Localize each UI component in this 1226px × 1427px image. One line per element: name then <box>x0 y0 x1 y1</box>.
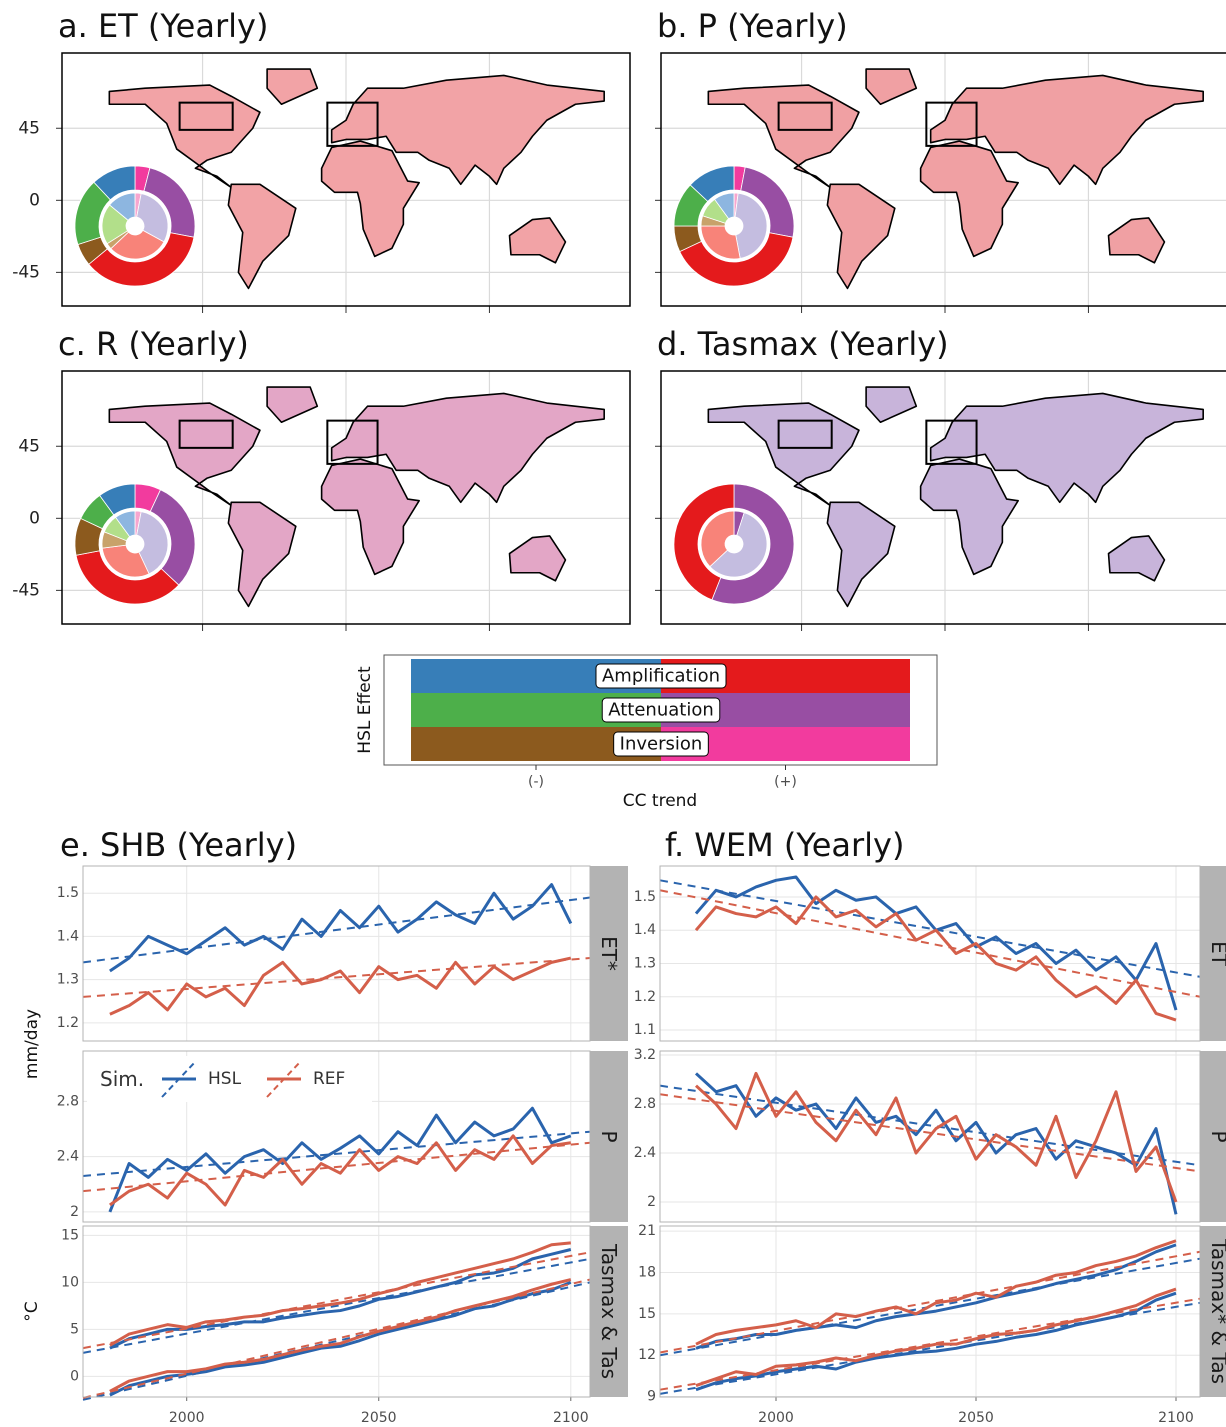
x-tick-label: 2050 <box>958 1410 994 1426</box>
x-tick-label: 2000 <box>169 1410 205 1426</box>
y-tick-label: 1.2 <box>57 1015 79 1031</box>
y-tick-label: 21 <box>638 1223 656 1239</box>
strip-label: Tasmax & Tas <box>597 1243 621 1379</box>
map-title: d. Tasmax (Yearly) <box>657 325 949 363</box>
y-axis-title: °C <box>22 1301 42 1321</box>
y-axis-title: HSL Effect <box>355 666 375 754</box>
x-tick-label: 2050 <box>361 1410 397 1426</box>
strip-label: ET* <box>597 936 621 971</box>
y-tick-label: 1.1 <box>634 1022 656 1038</box>
strip-label: P <box>1207 1130 1226 1142</box>
map-title: b. P (Yearly) <box>657 7 848 45</box>
y-tick-label: 2.8 <box>634 1096 656 1112</box>
y-tick-label: 2.4 <box>634 1145 656 1161</box>
y-tick-label: 3.2 <box>634 1047 656 1063</box>
y-tick-label: 1.2 <box>634 989 656 1005</box>
y-tick-label: 1.4 <box>634 922 656 938</box>
y-tick-label: -45 <box>12 262 40 282</box>
x-tick-label: 2000 <box>758 1410 794 1426</box>
y-tick-label: 1.5 <box>634 889 656 905</box>
x-tick-label: 2100 <box>1158 1410 1194 1426</box>
y-tick-label: 2 <box>647 1194 656 1210</box>
strip-label: Tasmax* & Tas <box>1207 1238 1226 1384</box>
y-tick-label: 1.5 <box>57 885 79 901</box>
y-tick-label: -45 <box>12 580 40 600</box>
y-tick-label: 15 <box>638 1306 656 1322</box>
legend-label: REF <box>313 1069 345 1089</box>
y-tick-label: 45 <box>18 118 40 138</box>
y-tick-label: 1.3 <box>57 972 79 988</box>
legend-label: Inversion <box>620 734 703 755</box>
y-tick-label: 1.3 <box>634 955 656 971</box>
x-axis-title: CC trend <box>623 791 697 811</box>
y-tick-label: 2.4 <box>57 1149 79 1165</box>
y-tick-label: 45 <box>18 436 40 456</box>
y-tick-label: 9 <box>647 1389 656 1405</box>
y-tick-label: 2 <box>70 1204 79 1220</box>
legend-label: Amplification <box>602 666 720 687</box>
y-tick-label: 10 <box>61 1274 79 1290</box>
chart-title: e. SHB (Yearly) <box>60 826 297 864</box>
legend-label: HSL <box>208 1069 242 1089</box>
y-tick-label: 0 <box>29 508 40 528</box>
strip-label: P <box>597 1130 621 1142</box>
y-tick-label: 12 <box>638 1347 656 1363</box>
y-tick-label: 0 <box>70 1368 79 1384</box>
legend-title: Sim. <box>100 1067 144 1091</box>
y-tick-label: 1.4 <box>57 928 79 944</box>
y-axis-title: mm/day <box>22 1009 42 1079</box>
figure: a. ET (Yearly) 45 0 -45 b. P (Yearly) c. R (Y… <box>0 0 1226 1427</box>
panel <box>660 866 1200 1041</box>
y-tick-label: 18 <box>638 1264 656 1280</box>
y-tick-label: 0 <box>29 190 40 210</box>
chart-title: f. WEM (Yearly) <box>665 826 904 864</box>
x-category-label: (+) <box>774 774 797 790</box>
y-tick-label: 5 <box>70 1321 79 1337</box>
legend-label: Attenuation <box>608 700 714 721</box>
x-category-label: (-) <box>528 774 544 790</box>
strip-label: ET <box>1207 941 1226 967</box>
y-tick-label: 15 <box>61 1227 79 1243</box>
x-tick-label: 2100 <box>553 1410 589 1426</box>
y-tick-label: 2.8 <box>57 1093 79 1109</box>
map-title: a. ET (Yearly) <box>58 7 268 45</box>
map-title: c. R (Yearly) <box>58 325 249 363</box>
